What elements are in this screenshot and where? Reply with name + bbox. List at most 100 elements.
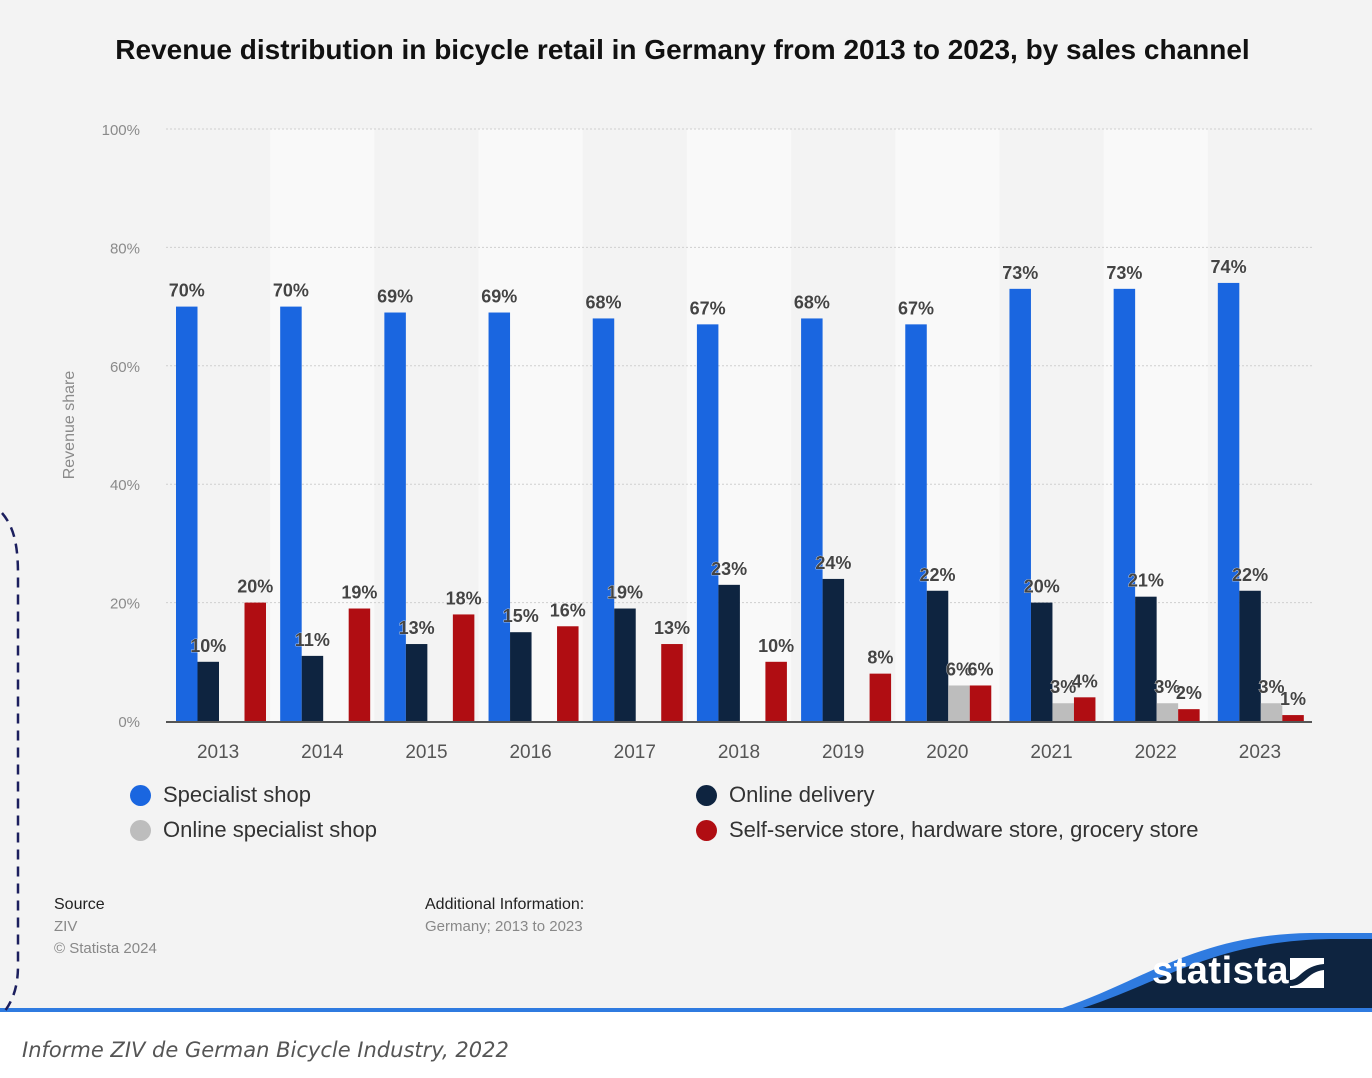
statista-banner: [1050, 933, 1372, 1012]
data-label: 13%: [399, 618, 435, 638]
source-heading: Source: [54, 896, 105, 913]
y-axis-label: Revenue share: [61, 371, 78, 480]
data-label: 19%: [607, 583, 643, 603]
y-tick-label: 100%: [102, 122, 140, 139]
x-tick-label: 2015: [405, 742, 447, 763]
bar-self-service-store-hardware-store-grocery-store: [244, 602, 266, 721]
bar-specialist-shop: [592, 318, 615, 721]
bar-online-delivery: [197, 661, 219, 721]
additional-info-text: Germany; 2013 to 2023: [425, 918, 583, 935]
data-label: 6%: [946, 659, 972, 679]
bar-self-service-store-hardware-store-grocery-store: [1073, 697, 1096, 721]
bar-chart: 0% 20% 40% 60% 80% 100% Revenue share 70% 10% 20%…: [61, 122, 1312, 763]
legend-dot-icon: [130, 819, 151, 841]
data-label: 67%: [898, 298, 934, 318]
legend-dot-icon: [130, 784, 151, 806]
bar-online-specialist-shop: [948, 685, 970, 721]
bar-self-service-store-hardware-store-grocery-store: [348, 608, 371, 721]
chart-title: Revenue distribution in bicycle retail i…: [115, 34, 1250, 65]
data-label: 24%: [815, 553, 851, 573]
data-label: 22%: [920, 565, 956, 585]
data-label: 23%: [711, 559, 747, 579]
bar-online-delivery: [1239, 590, 1261, 721]
data-label: 21%: [1128, 571, 1164, 591]
bar-specialist-shop: [801, 318, 823, 721]
x-tick-label: 2023: [1239, 742, 1281, 763]
y-tick-label: 20%: [110, 596, 140, 613]
bar-specialist-shop: [1217, 282, 1240, 721]
data-label: 73%: [1002, 263, 1038, 283]
y-tick-label: 60%: [110, 359, 140, 376]
data-label: 68%: [794, 292, 830, 312]
x-tick-label: 2014: [301, 742, 344, 763]
legend-dot-icon: [696, 819, 717, 841]
data-label: 20%: [237, 577, 273, 597]
data-label: 67%: [690, 298, 726, 318]
bar-specialist-shop: [176, 306, 198, 721]
legend-dot-icon: [696, 784, 717, 806]
data-label: 70%: [169, 281, 205, 301]
x-tick-label: 2017: [614, 742, 656, 763]
bar-online-delivery: [405, 644, 428, 721]
data-label: 73%: [1106, 263, 1142, 283]
data-label: 70%: [273, 281, 309, 301]
data-label: 18%: [446, 588, 482, 608]
data-label: 6%: [968, 659, 994, 679]
legend-label: Online delivery: [729, 782, 875, 807]
bar-self-service-store-hardware-store-grocery-store: [1282, 715, 1304, 721]
bar-self-service-store-hardware-store-grocery-store: [661, 644, 683, 721]
bar-online-delivery: [510, 632, 532, 721]
copyright-link[interactable]: © Statista 2024: [54, 940, 157, 957]
legend-item-online-specialist-shop[interactable]: Online specialist shop: [130, 817, 377, 843]
x-tick-label: 2020: [926, 742, 968, 763]
data-label: 8%: [867, 648, 893, 668]
data-label: 10%: [190, 636, 226, 656]
legend-label: Self-service store, hardware store, groc…: [729, 817, 1199, 842]
data-label: 13%: [654, 618, 690, 638]
data-label: 69%: [481, 287, 517, 307]
data-label: 3%: [1259, 677, 1285, 697]
x-tick-label: 2016: [509, 742, 551, 763]
data-label: 11%: [295, 630, 330, 650]
legend-item-specialist-shop[interactable]: Specialist shop: [130, 782, 311, 808]
dashed-selection-outline: [1, 512, 20, 1016]
bar-specialist-shop: [488, 312, 511, 721]
legend-label: Online specialist shop: [163, 817, 378, 842]
data-label: 22%: [1232, 565, 1268, 585]
bar-specialist-shop: [1113, 288, 1136, 721]
bar-online-delivery: [614, 608, 636, 721]
bar-self-service-store-hardware-store-grocery-store: [765, 661, 787, 721]
legend-label: Specialist shop: [163, 782, 311, 807]
data-label: 16%: [550, 600, 586, 620]
legend-item-self-service-store[interactable]: Self-service store, hardware store, groc…: [696, 817, 1199, 843]
bar-specialist-shop: [280, 306, 302, 721]
bar-specialist-shop: [696, 324, 719, 721]
data-label: 20%: [1024, 577, 1060, 597]
image-caption: Informe ZIV de German Bicycle Industry, …: [22, 1038, 509, 1062]
bar-self-service-store-hardware-store-grocery-store: [969, 685, 992, 721]
bar-online-specialist-shop: [1052, 703, 1074, 721]
bar-online-delivery: [301, 655, 324, 721]
data-label: 19%: [341, 583, 377, 603]
y-tick-label: 80%: [110, 240, 140, 257]
x-tick-label: 2022: [1135, 742, 1177, 763]
data-label: 74%: [1211, 257, 1247, 277]
bar-self-service-store-hardware-store-grocery-store: [557, 626, 579, 721]
bar-specialist-shop: [384, 312, 406, 721]
x-tick-label: 2018: [718, 742, 760, 763]
bar-self-service-store-hardware-store-grocery-store: [1178, 709, 1200, 721]
bar-online-delivery: [822, 578, 845, 721]
statista-logo[interactable]: statista: [1152, 950, 1290, 992]
y-tick-label: 0%: [118, 714, 140, 731]
data-label: 1%: [1280, 689, 1306, 709]
legend-item-online-delivery[interactable]: Online delivery: [696, 782, 875, 808]
data-label: 15%: [503, 606, 539, 626]
bar-specialist-shop: [905, 324, 927, 721]
card-bottom-border: [0, 1008, 1372, 1012]
statista-logo-icon: [1290, 958, 1324, 988]
data-label: 2%: [1176, 683, 1202, 703]
bar-self-service-store-hardware-store-grocery-store: [452, 614, 475, 721]
data-label: 3%: [1050, 677, 1076, 697]
x-tick-label: 2013: [197, 742, 239, 763]
bar-online-delivery: [926, 590, 949, 721]
